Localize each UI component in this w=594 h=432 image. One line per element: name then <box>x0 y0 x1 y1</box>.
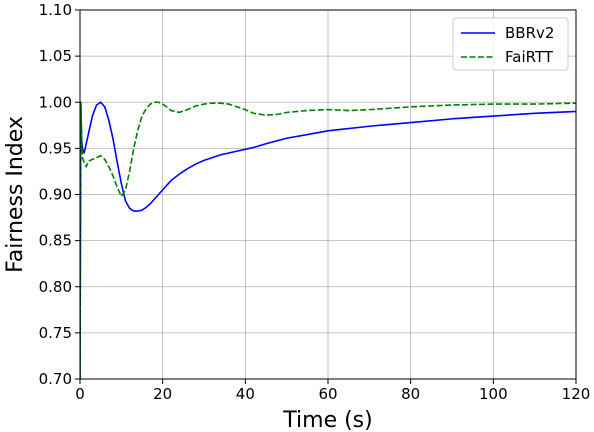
y-axis-label: Fairness Index <box>3 116 28 273</box>
legend-label-fairtt: FaiRTT <box>505 48 554 66</box>
grid <box>79 9 577 380</box>
x-tick-label: 20 <box>153 385 172 403</box>
y-tick-label: 1.10 <box>39 1 72 19</box>
y-tick-label: 0.85 <box>39 232 72 250</box>
series-line-bbrv2 <box>80 101 576 379</box>
series-layer <box>80 101 576 379</box>
legend-label-bbrv2: BBRv2 <box>505 24 554 42</box>
y-tick-label: 0.80 <box>39 278 72 296</box>
ticks: 0 20 40 60 80 100 120 0.70 0.75 0.80 0.85 0.90 0.95 1… <box>39 1 591 403</box>
y-tick-label: 0.90 <box>39 186 72 204</box>
y-tick-label: 0.95 <box>39 139 72 157</box>
y-tick-label: 0.70 <box>39 370 72 388</box>
x-tick-label: 40 <box>236 385 255 403</box>
x-axis-label: Time (s) <box>282 408 372 432</box>
x-tick-label: 0 <box>75 385 85 403</box>
y-tick-label: 1.00 <box>39 93 72 111</box>
x-tick-label: 100 <box>479 385 508 403</box>
series-line-fairtt <box>80 101 576 379</box>
x-tick-label: 80 <box>401 385 420 403</box>
y-tick-label: 0.75 <box>39 324 72 342</box>
legend: BBRv2 FaiRTT <box>452 17 569 71</box>
y-tick-label: 1.05 <box>39 47 72 65</box>
x-tick-label: 120 <box>562 385 591 403</box>
x-tick-label: 60 <box>318 385 337 403</box>
